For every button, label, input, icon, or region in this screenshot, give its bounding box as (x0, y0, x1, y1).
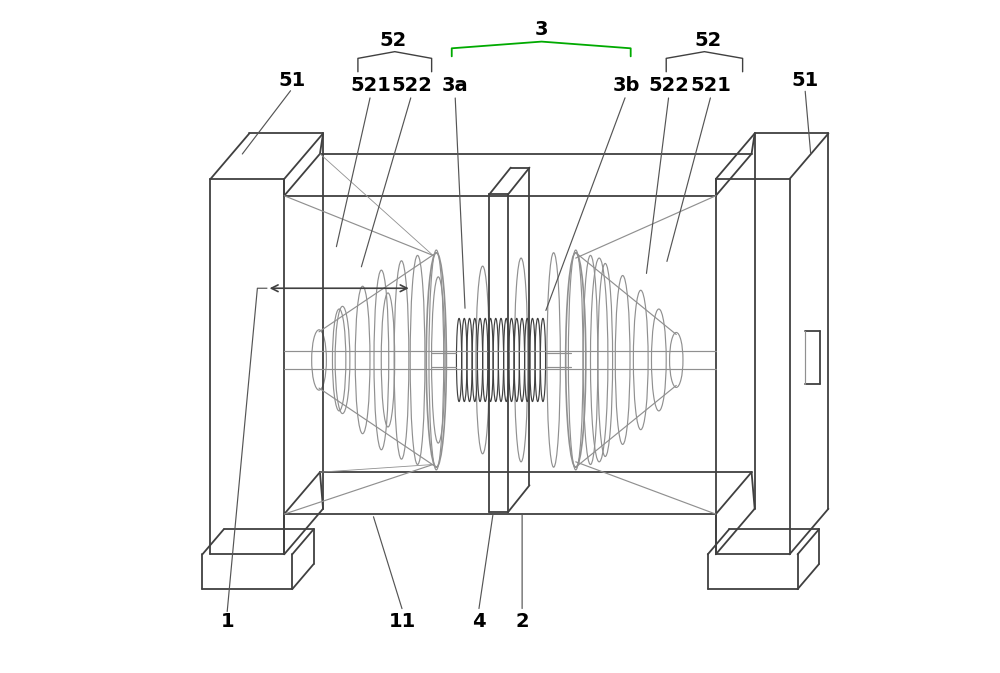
Text: 51: 51 (279, 71, 306, 90)
Text: 4: 4 (472, 612, 485, 631)
Text: 522: 522 (391, 75, 432, 95)
Text: 2: 2 (515, 612, 529, 631)
Text: 52: 52 (379, 31, 406, 50)
Text: 51: 51 (791, 71, 819, 90)
Text: 521: 521 (691, 75, 732, 95)
Text: 521: 521 (350, 75, 391, 95)
Text: 3b: 3b (612, 75, 640, 95)
Text: 3: 3 (535, 20, 548, 39)
Text: 52: 52 (694, 31, 721, 50)
Text: 3a: 3a (442, 75, 468, 95)
Text: 522: 522 (648, 75, 689, 95)
Text: 1: 1 (220, 612, 234, 631)
Text: 11: 11 (389, 612, 416, 631)
